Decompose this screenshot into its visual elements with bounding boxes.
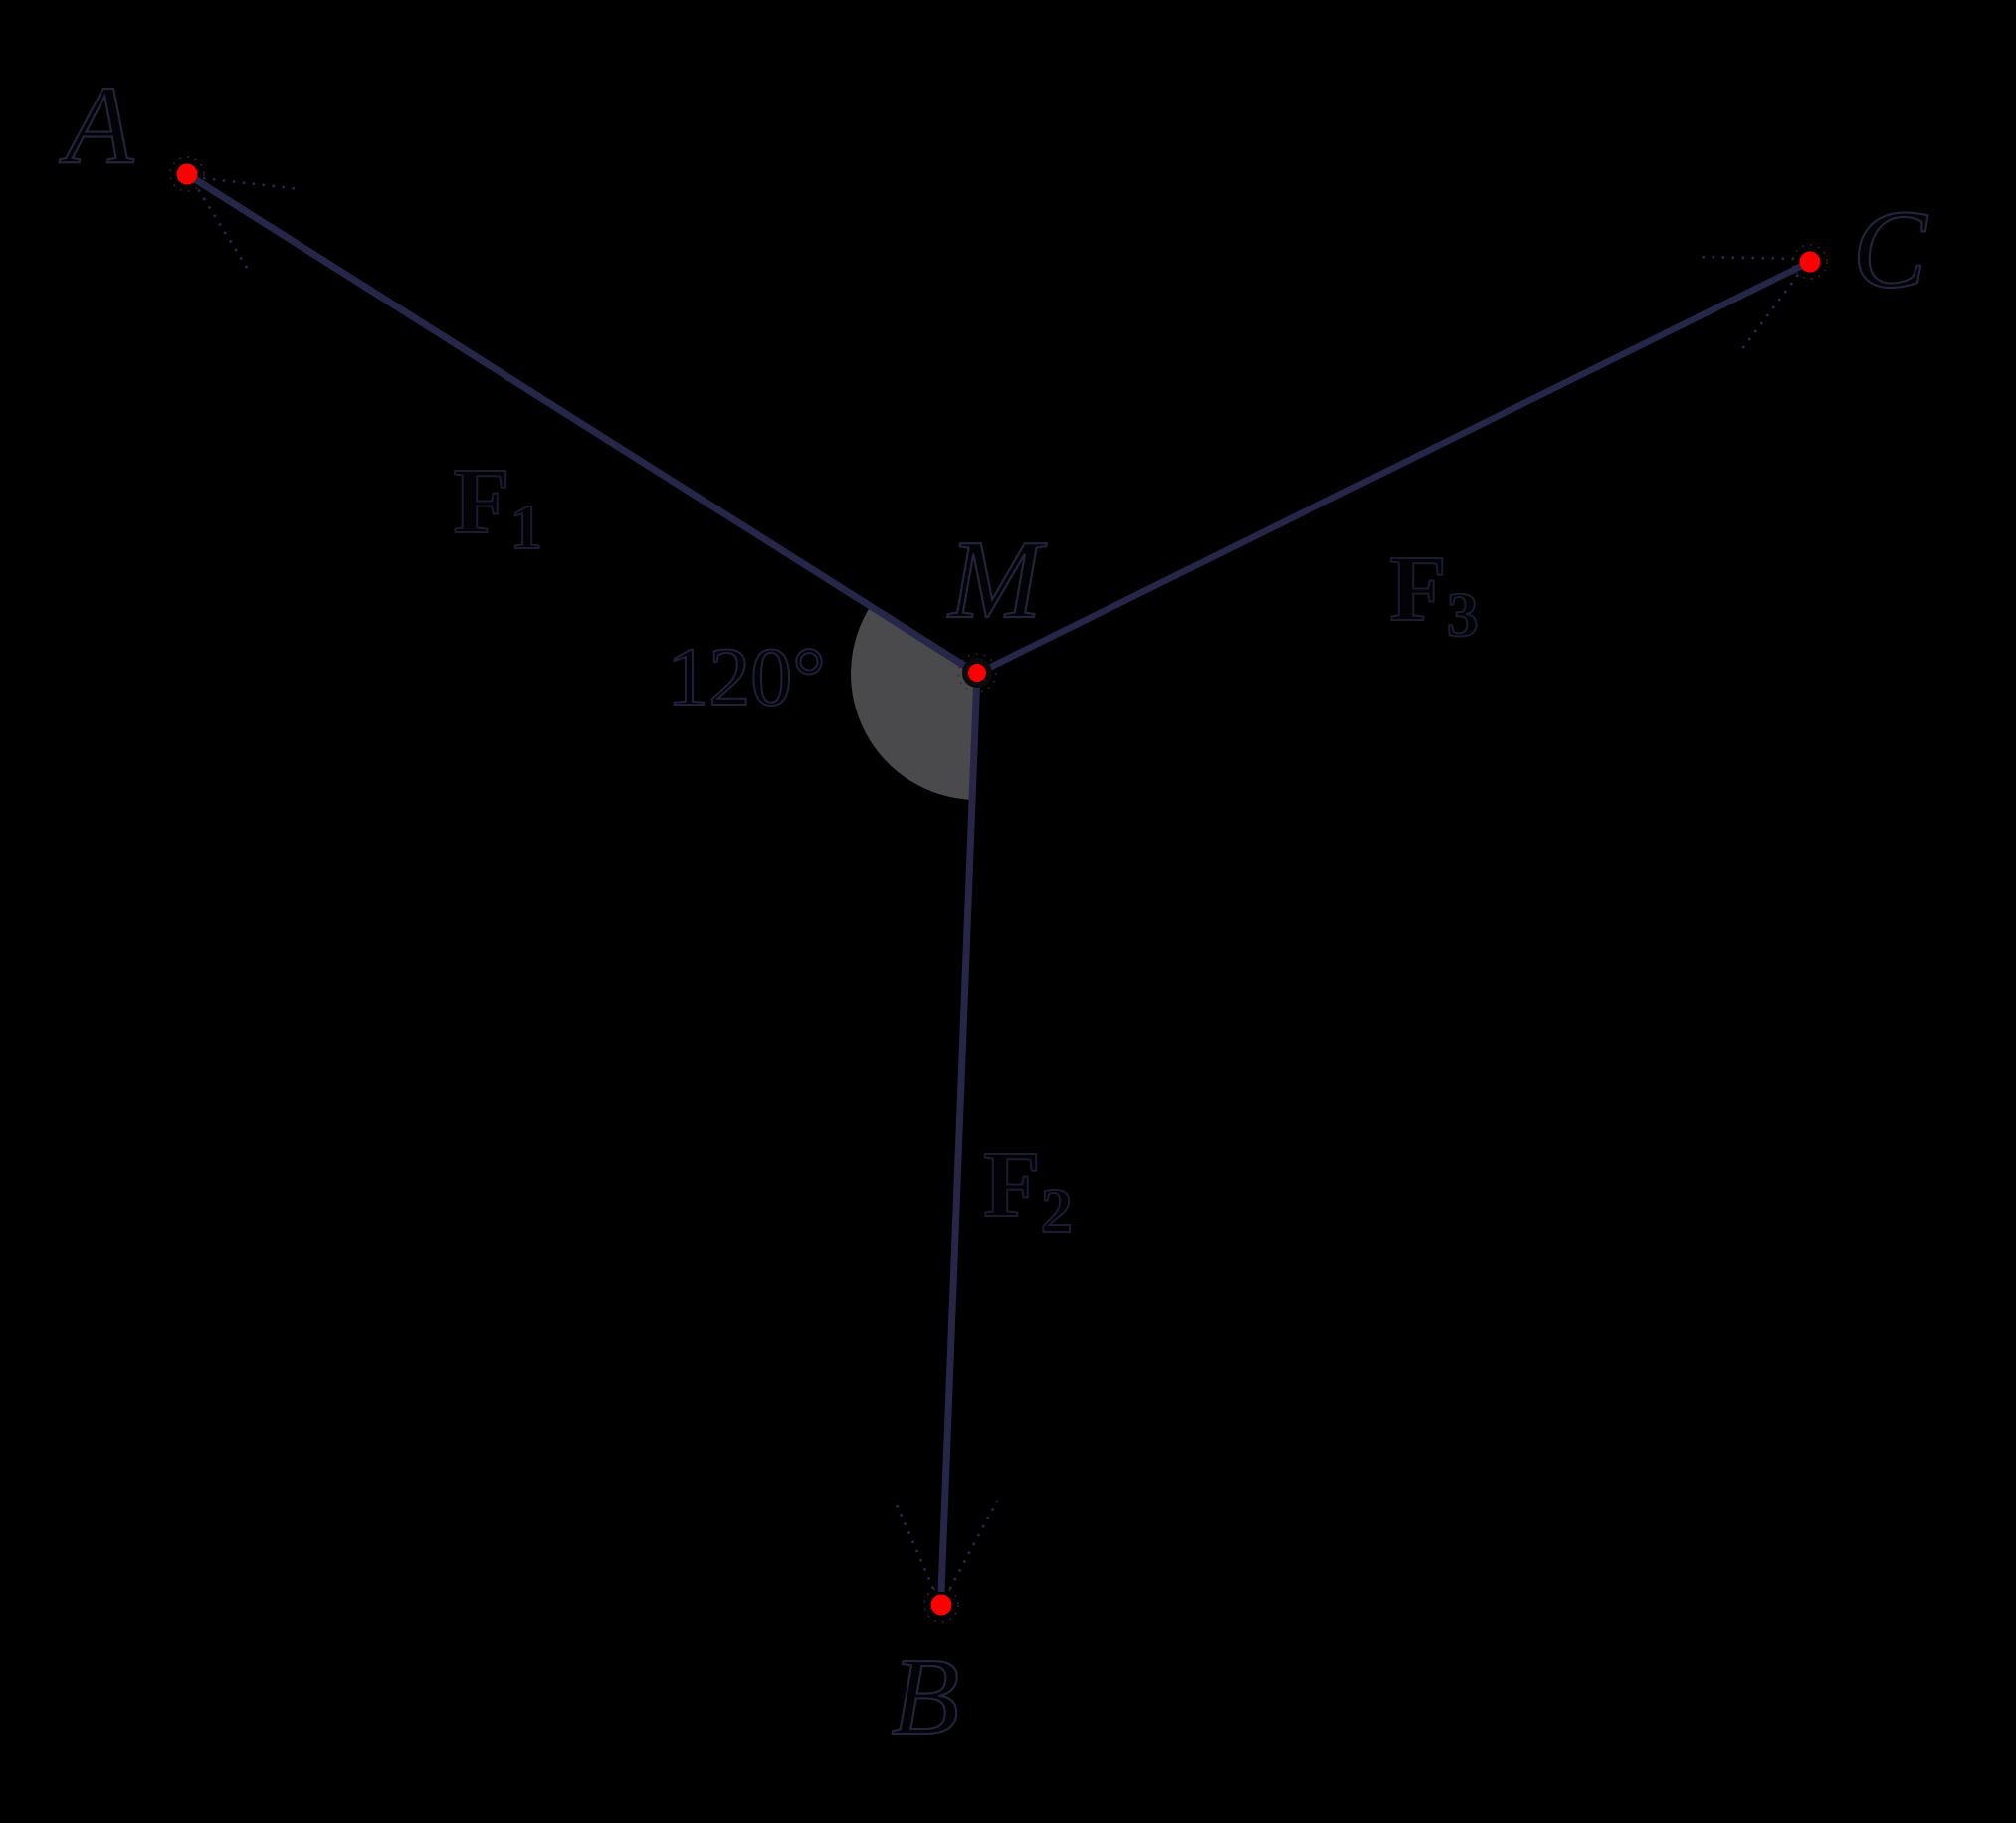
label-force-F1-subscript: 1 bbox=[510, 492, 542, 562]
arrowhead-B bbox=[892, 1497, 999, 1599]
point-M[interactable] bbox=[962, 658, 992, 688]
segment-M-B bbox=[937, 673, 981, 1593]
label-angle-120: 120° bbox=[667, 631, 826, 723]
arrowhead-B-wing-right bbox=[943, 1500, 999, 1599]
label-force-F1: F1 bbox=[453, 450, 541, 562]
label-point-M: M bbox=[946, 518, 1047, 642]
point-M-halo bbox=[957, 653, 997, 693]
label-force-F3: F3 bbox=[1389, 537, 1478, 650]
segment-M-C bbox=[975, 259, 1812, 677]
arrowhead-B-wing-left bbox=[892, 1497, 939, 1599]
label-force-F2-base: F bbox=[983, 1133, 1040, 1237]
arrowhead-A bbox=[191, 175, 302, 272]
arrowhead-A-wing-upper bbox=[192, 175, 302, 191]
point-A[interactable] bbox=[176, 163, 198, 185]
arrowhead-C-wing-lower bbox=[1736, 266, 1806, 355]
label-force-F1-base: F bbox=[453, 450, 509, 553]
arrowhead-C bbox=[1695, 255, 1806, 355]
label-force-F3-base: F bbox=[1389, 537, 1446, 641]
point-C[interactable] bbox=[1799, 251, 1821, 273]
label-point-B: B bbox=[892, 1636, 959, 1759]
label-point-C: C bbox=[1853, 188, 1928, 311]
point-C-halo bbox=[1792, 244, 1828, 280]
label-force-F2: F2 bbox=[983, 1133, 1072, 1246]
label-force-F3-subscript: 3 bbox=[1447, 579, 1479, 650]
arrowhead-C-wing-upper bbox=[1695, 255, 1805, 261]
segment-M-A bbox=[185, 171, 979, 677]
label-force-F2-subscript: 2 bbox=[1041, 1175, 1073, 1246]
point-A-halo bbox=[169, 156, 205, 192]
point-B-halo bbox=[923, 1587, 959, 1623]
point-B[interactable] bbox=[930, 1594, 952, 1616]
label-point-A: A bbox=[59, 64, 134, 187]
